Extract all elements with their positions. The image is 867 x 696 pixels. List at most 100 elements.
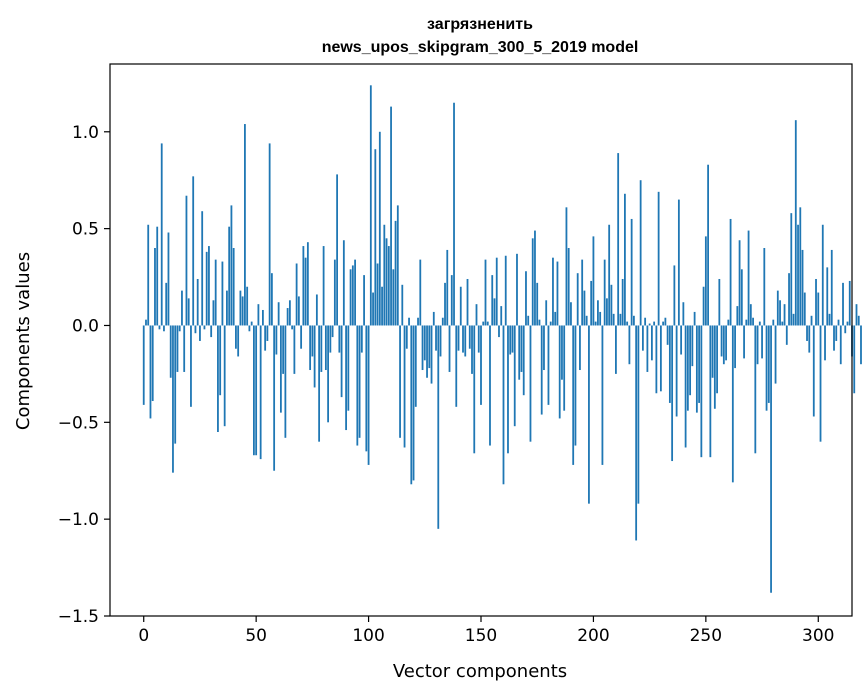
bar bbox=[212, 300, 215, 326]
bar bbox=[259, 325, 262, 460]
bar bbox=[223, 325, 226, 427]
y-tick-label: 0.0 bbox=[72, 316, 99, 336]
bar bbox=[190, 325, 192, 407]
bar bbox=[689, 325, 692, 396]
bar bbox=[419, 259, 422, 326]
bar bbox=[187, 298, 190, 326]
bar bbox=[480, 325, 482, 405]
bar bbox=[747, 230, 750, 326]
bar bbox=[837, 319, 840, 326]
bar bbox=[700, 325, 703, 458]
bar bbox=[403, 325, 406, 448]
x-tick-label: 200 bbox=[577, 626, 609, 646]
bar bbox=[720, 325, 723, 357]
bar bbox=[630, 218, 633, 326]
bar bbox=[347, 325, 350, 411]
bar bbox=[635, 325, 638, 541]
bar bbox=[262, 309, 264, 326]
bar bbox=[183, 325, 186, 372]
bar bbox=[664, 317, 667, 326]
x-tick-label: 150 bbox=[465, 626, 497, 646]
bar bbox=[561, 325, 563, 380]
bar bbox=[311, 325, 314, 357]
bar bbox=[273, 325, 276, 471]
bar bbox=[336, 174, 338, 326]
chart-subtitle: news_upos_skipgram_300_5_2019 model bbox=[322, 39, 639, 56]
bar bbox=[345, 325, 347, 431]
bar bbox=[192, 176, 195, 326]
bar bbox=[842, 282, 844, 326]
bar bbox=[794, 120, 797, 326]
bar bbox=[306, 242, 309, 326]
bar bbox=[758, 321, 761, 326]
bar bbox=[731, 325, 734, 483]
bar bbox=[736, 306, 739, 326]
bar bbox=[529, 325, 532, 442]
bar bbox=[752, 317, 754, 326]
bar bbox=[471, 325, 473, 374]
bar bbox=[396, 205, 399, 326]
bar bbox=[776, 290, 779, 326]
bar bbox=[543, 325, 545, 371]
bar bbox=[226, 290, 228, 326]
bar bbox=[297, 296, 300, 326]
bar bbox=[790, 213, 793, 326]
bar bbox=[783, 304, 786, 326]
bar bbox=[423, 325, 426, 361]
bar bbox=[617, 153, 620, 326]
bar bbox=[210, 325, 213, 338]
bar bbox=[457, 325, 460, 351]
bar bbox=[500, 306, 503, 326]
bar bbox=[405, 325, 408, 349]
bar bbox=[502, 325, 505, 485]
bar bbox=[648, 323, 651, 326]
bar bbox=[383, 224, 386, 326]
y-tick-label: 0.5 bbox=[72, 220, 99, 240]
x-axis-label: Vector components bbox=[393, 661, 567, 682]
bar bbox=[235, 325, 237, 349]
bar bbox=[459, 286, 462, 326]
bar bbox=[264, 325, 267, 351]
bar bbox=[817, 292, 820, 326]
bar bbox=[567, 248, 570, 326]
bar bbox=[650, 325, 653, 361]
bar bbox=[196, 278, 199, 326]
bar bbox=[365, 325, 368, 452]
bar bbox=[309, 325, 312, 371]
bar bbox=[142, 325, 145, 405]
bar bbox=[221, 261, 224, 326]
bar bbox=[509, 325, 512, 355]
bar bbox=[324, 325, 327, 371]
bar bbox=[855, 304, 858, 326]
bar bbox=[230, 205, 233, 326]
x-tick-label: 250 bbox=[690, 626, 722, 646]
bar bbox=[185, 195, 188, 326]
bar bbox=[495, 257, 498, 326]
bar bbox=[322, 246, 325, 326]
bar bbox=[684, 325, 687, 448]
bar bbox=[547, 325, 550, 405]
x-tick-label: 0 bbox=[138, 626, 149, 646]
bar bbox=[534, 230, 536, 326]
bar bbox=[785, 325, 788, 345]
bar bbox=[610, 284, 613, 326]
bar bbox=[518, 325, 521, 380]
bar bbox=[205, 251, 208, 326]
bar bbox=[830, 249, 833, 326]
bar bbox=[329, 325, 332, 353]
bar bbox=[163, 325, 165, 332]
bar bbox=[482, 321, 485, 326]
bar bbox=[302, 246, 305, 326]
bar bbox=[293, 325, 296, 374]
bar bbox=[763, 248, 766, 326]
bar bbox=[657, 191, 660, 326]
bar bbox=[172, 325, 174, 473]
bar bbox=[812, 325, 815, 417]
bar bbox=[590, 280, 593, 326]
bar bbox=[540, 325, 543, 415]
x-tick-label: 300 bbox=[802, 626, 834, 646]
bar bbox=[525, 271, 527, 326]
bar bbox=[709, 325, 712, 458]
bar bbox=[327, 325, 329, 423]
